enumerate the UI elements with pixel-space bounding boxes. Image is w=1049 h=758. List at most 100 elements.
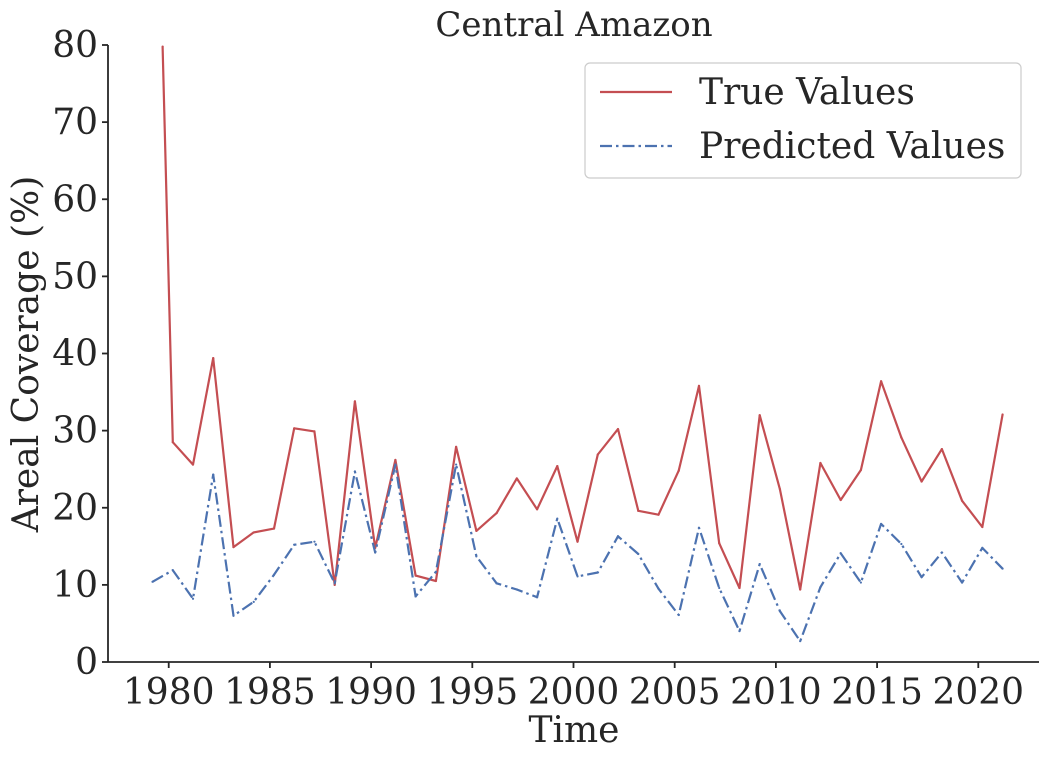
predicted-values-point [333,582,336,585]
legend-true-label: True Values [699,72,915,113]
true-values-point [677,469,680,472]
true-values-point [920,480,923,483]
predicted-values-point [778,609,782,613]
x-tick-label: 2020 [932,672,1024,713]
chart-title: Central Amazon [435,5,712,45]
predicted-values-point [738,630,741,633]
predicted-values-point [191,597,195,600]
y-tick-label: 10 [52,565,98,606]
predicted-values-point [697,526,701,529]
predicted-values-point [900,542,903,546]
predicted-values-point [293,543,296,546]
x-tick-label: 2015 [831,672,923,713]
legend-predicted-label: Predicted Values [699,126,1005,167]
predicted-values-point [556,517,559,520]
true-values-point [191,463,195,466]
true-values-point [758,414,761,417]
y-tick-label: 80 [52,25,98,66]
true-values-point [455,445,458,448]
true-values-point [232,545,235,549]
predicted-values-point [394,463,397,466]
true-values-point [556,465,559,468]
true-values-point [414,574,417,577]
y-tick-label: 50 [52,256,98,297]
predicted-values-point [981,546,984,549]
predicted-values-point [758,562,761,566]
predicted-values-point [151,580,154,583]
x-tick-label: 1995 [426,672,518,713]
predicted-values-point [414,595,417,598]
x-tick-label: 1990 [325,672,417,713]
true-values-point [212,357,215,360]
x-ticks: 1980 1985 1990 1995 2000 2005 2010 2015 2020 [123,662,1024,713]
legend-box [584,62,1022,179]
series-layer [151,45,1004,643]
true-values-point [616,427,620,431]
true-values-point [1001,413,1004,416]
true-values-point [475,529,478,532]
true-values-point [859,468,862,472]
y-tick-label: 30 [52,411,98,452]
y-axis-label: Areal Coverage (%) [6,176,47,534]
predicted-values-point [495,582,498,585]
predicted-values-point [171,569,174,572]
predicted-values-point [515,588,518,591]
true-values-point [637,509,640,512]
predicted-values-point [252,600,255,603]
true-values-point [252,531,255,534]
y-tick-label: 20 [52,488,98,529]
x-axis-label: Time [529,710,620,751]
y-ticks: 0 10 20 30 40 50 60 70 80 [52,25,108,683]
predicted-values-point [596,571,599,574]
predicted-values-point [859,581,862,584]
predicted-values-point [313,540,316,543]
predicted-values-point [940,551,943,554]
true-values-point [940,448,943,451]
true-values-point [718,542,721,545]
predicted-values-point [1001,567,1004,570]
true-values-point [839,498,842,502]
predicted-values-point [799,640,802,643]
predicted-values-point [880,522,883,526]
true-values-point [353,400,357,403]
true-values-point [272,527,276,530]
true-values-point [333,583,336,586]
true-values-point [819,461,822,465]
true-values-point [394,458,397,462]
true-values-point [799,588,802,591]
true-values-point [161,45,164,48]
predicted-values-point [212,473,215,476]
predicted-values-point [637,552,640,556]
predicted-values-point [353,470,357,473]
true-values-point [880,380,883,383]
true-values-point [535,508,539,511]
series-line-predicted-values [151,463,1004,643]
true-values-point [981,525,984,529]
predicted-values-point [374,551,377,554]
true-values-point [434,579,437,583]
predicted-values-point [718,586,721,590]
true-values-point [697,384,701,387]
predicted-values-point [960,581,964,584]
predicted-values-point [455,463,458,466]
predicted-values-point [272,573,276,576]
true-values-point [293,427,296,430]
predicted-values-point [657,587,660,590]
true-values-point [657,513,660,516]
y-tick-label: 60 [52,179,98,220]
predicted-values-point [839,552,842,555]
true-values-point [960,499,964,502]
legend: True Values Predicted Values [584,62,1022,179]
y-tick-label: 70 [52,102,98,143]
x-tick-label: 2000 [528,672,620,713]
x-tick-label: 2005 [629,672,721,713]
true-values-point [576,540,579,543]
true-values-point [515,477,518,480]
x-tick-label: 1980 [123,672,215,713]
true-values-point [778,488,782,491]
predicted-values-point [535,596,539,599]
true-values-point [313,430,316,433]
true-values-point [596,453,599,456]
predicted-values-point [434,570,437,573]
